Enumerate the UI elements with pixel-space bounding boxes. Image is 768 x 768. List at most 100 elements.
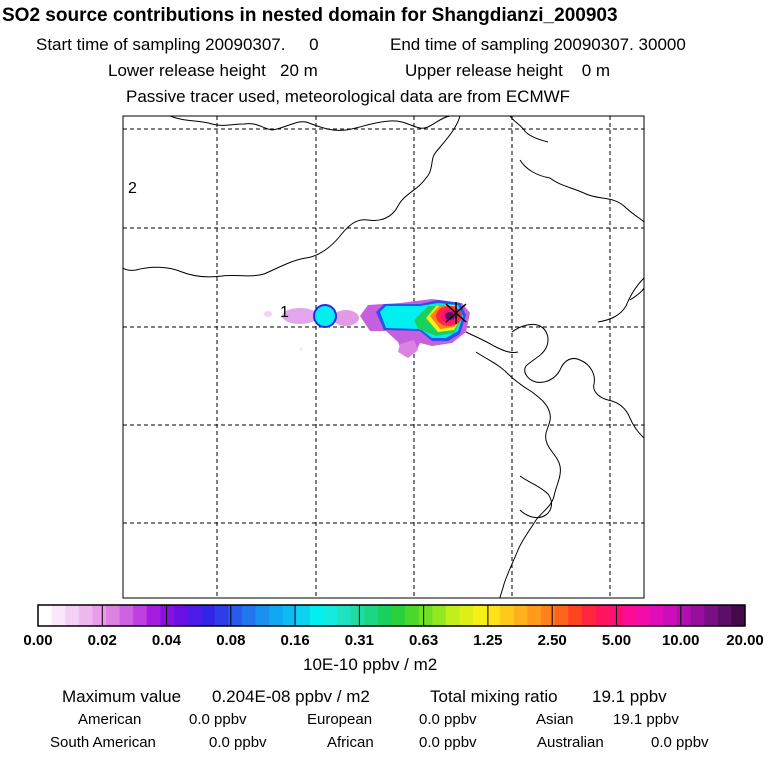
colorbar-tick-label: 0.08 (216, 632, 246, 649)
upper-release-label: Upper release height 0 m (405, 61, 611, 80)
colorbar-swatch (228, 605, 243, 626)
colorbar-tick-label: 0.63 (409, 632, 439, 649)
colorbar-swatch (364, 605, 379, 626)
plume-speck (299, 347, 303, 351)
map-label-1: 1 (280, 304, 289, 321)
colorbar-swatch (337, 605, 352, 626)
colorbar-swatch (690, 605, 705, 626)
colorbar-swatch (92, 605, 107, 626)
total-value: 19.1 ppbv (592, 687, 667, 706)
colorbar-swatch (500, 605, 515, 626)
colorbar-swatch (65, 605, 80, 626)
plume-blob-1-core (315, 306, 335, 326)
map-label-2: 2 (128, 180, 137, 197)
colorbar-swatch (187, 605, 202, 626)
region-asian-name: Asian (536, 711, 574, 728)
lower-release-label: Lower release height 20 m (108, 61, 318, 80)
plume-peak (445, 312, 455, 320)
chart-title: SO2 source contributions in nested domai… (2, 5, 618, 26)
colorbar-swatch (595, 605, 610, 626)
colorbar-swatch (160, 605, 175, 626)
region-american-value: 0.0 ppbv (189, 711, 247, 728)
colorbar-swatch (636, 605, 651, 626)
colorbar-swatch (541, 605, 556, 626)
colorbar-tick-label: 1.25 (473, 632, 503, 649)
region-australian-value: 0.0 ppbv (651, 734, 709, 751)
colorbar-swatch (38, 605, 52, 626)
tracer-note: Passive tracer used, meteorological data… (126, 87, 571, 106)
colorbar-swatch (527, 605, 542, 626)
colorbar-swatch (296, 605, 311, 626)
region-south-american-value: 0.0 ppbv (209, 734, 267, 751)
colorbar-swatch (255, 605, 270, 626)
colorbar-swatch (133, 605, 148, 626)
colorbar-swatch (704, 605, 719, 626)
region-european-value: 0.0 ppbv (419, 711, 477, 728)
max-label: Maximum value (62, 687, 182, 706)
colorbar-swatch (418, 605, 433, 626)
colorbar-tick-label: 2.50 (537, 632, 567, 649)
start-time-label: Start time of sampling 20090307. 0 (36, 35, 319, 54)
colorbar-tick-label: 0.16 (280, 632, 310, 649)
map-frame (122, 115, 645, 599)
plume-halo (333, 310, 359, 326)
colorbar-swatch (513, 605, 528, 626)
coastline (123, 116, 644, 598)
colorbar-swatch (377, 605, 392, 626)
colorbar-swatch (51, 605, 66, 626)
colorbar-swatch (649, 605, 664, 626)
colorbar-unit: 10E-10 ppbv / m2 (303, 655, 438, 674)
colorbar-swatch (350, 605, 365, 626)
colorbar-swatch (405, 605, 420, 626)
colorbar-swatch (282, 605, 297, 626)
colorbar-swatch (663, 605, 678, 626)
colorbar-tick-label: 10.00 (661, 632, 700, 649)
colorbar-swatch (323, 605, 338, 626)
colorbar-swatch (432, 605, 447, 626)
colorbar-swatch (581, 605, 596, 626)
plume-speck (264, 311, 272, 317)
region-australian-name: Australian (537, 734, 604, 751)
total-label: Total mixing ratio (430, 687, 558, 706)
region-african-value: 0.0 ppbv (419, 734, 477, 751)
colorbar (37, 604, 746, 627)
region-american-name: American (78, 711, 142, 728)
colorbar-swatch (78, 605, 93, 626)
colorbar-swatch (201, 605, 216, 626)
colorbar-swatch (241, 605, 256, 626)
region-south-american-name: South American (50, 734, 156, 751)
colorbar-swatch (269, 605, 284, 626)
colorbar-tick-label: 0.31 (344, 632, 374, 649)
region-european-name: European (307, 711, 373, 728)
colorbar-swatch (622, 605, 637, 626)
max-value: 0.204E-08 ppbv / m2 (212, 687, 370, 706)
region-african-name: African (327, 734, 374, 751)
plume-tail (398, 340, 418, 358)
colorbar-swatch (554, 605, 569, 626)
end-time-label: End time of sampling 20090307. 30000 (390, 35, 686, 54)
colorbar-swatch (309, 605, 324, 626)
colorbar-tick-label: 0.00 (23, 632, 53, 649)
colorbar-tick-label: 0.04 (151, 632, 182, 649)
colorbar-swatch (459, 605, 474, 626)
colorbar-swatch (486, 605, 501, 626)
colorbar-swatch (677, 605, 692, 626)
colorbar-swatch (119, 605, 134, 626)
colorbar-swatch (391, 605, 406, 626)
colorbar-swatch (717, 605, 732, 626)
colorbar-swatch (731, 605, 746, 626)
plume-halo (282, 308, 318, 324)
colorbar-tick-label: 5.00 (601, 632, 632, 649)
receptor-marker (445, 302, 467, 324)
colorbar-swatch (105, 605, 120, 626)
colorbar-swatch (568, 605, 583, 626)
colorbar-swatch (473, 605, 488, 626)
plume-heatmap (264, 299, 470, 358)
colorbar-swatch (173, 605, 188, 626)
colorbar-swatch (214, 605, 229, 626)
region-asian-value: 19.1 ppbv (613, 711, 679, 728)
colorbar-swatch (445, 605, 460, 626)
colorbar-swatch (146, 605, 161, 626)
colorbar-tick-label: 20.00 (726, 632, 764, 649)
